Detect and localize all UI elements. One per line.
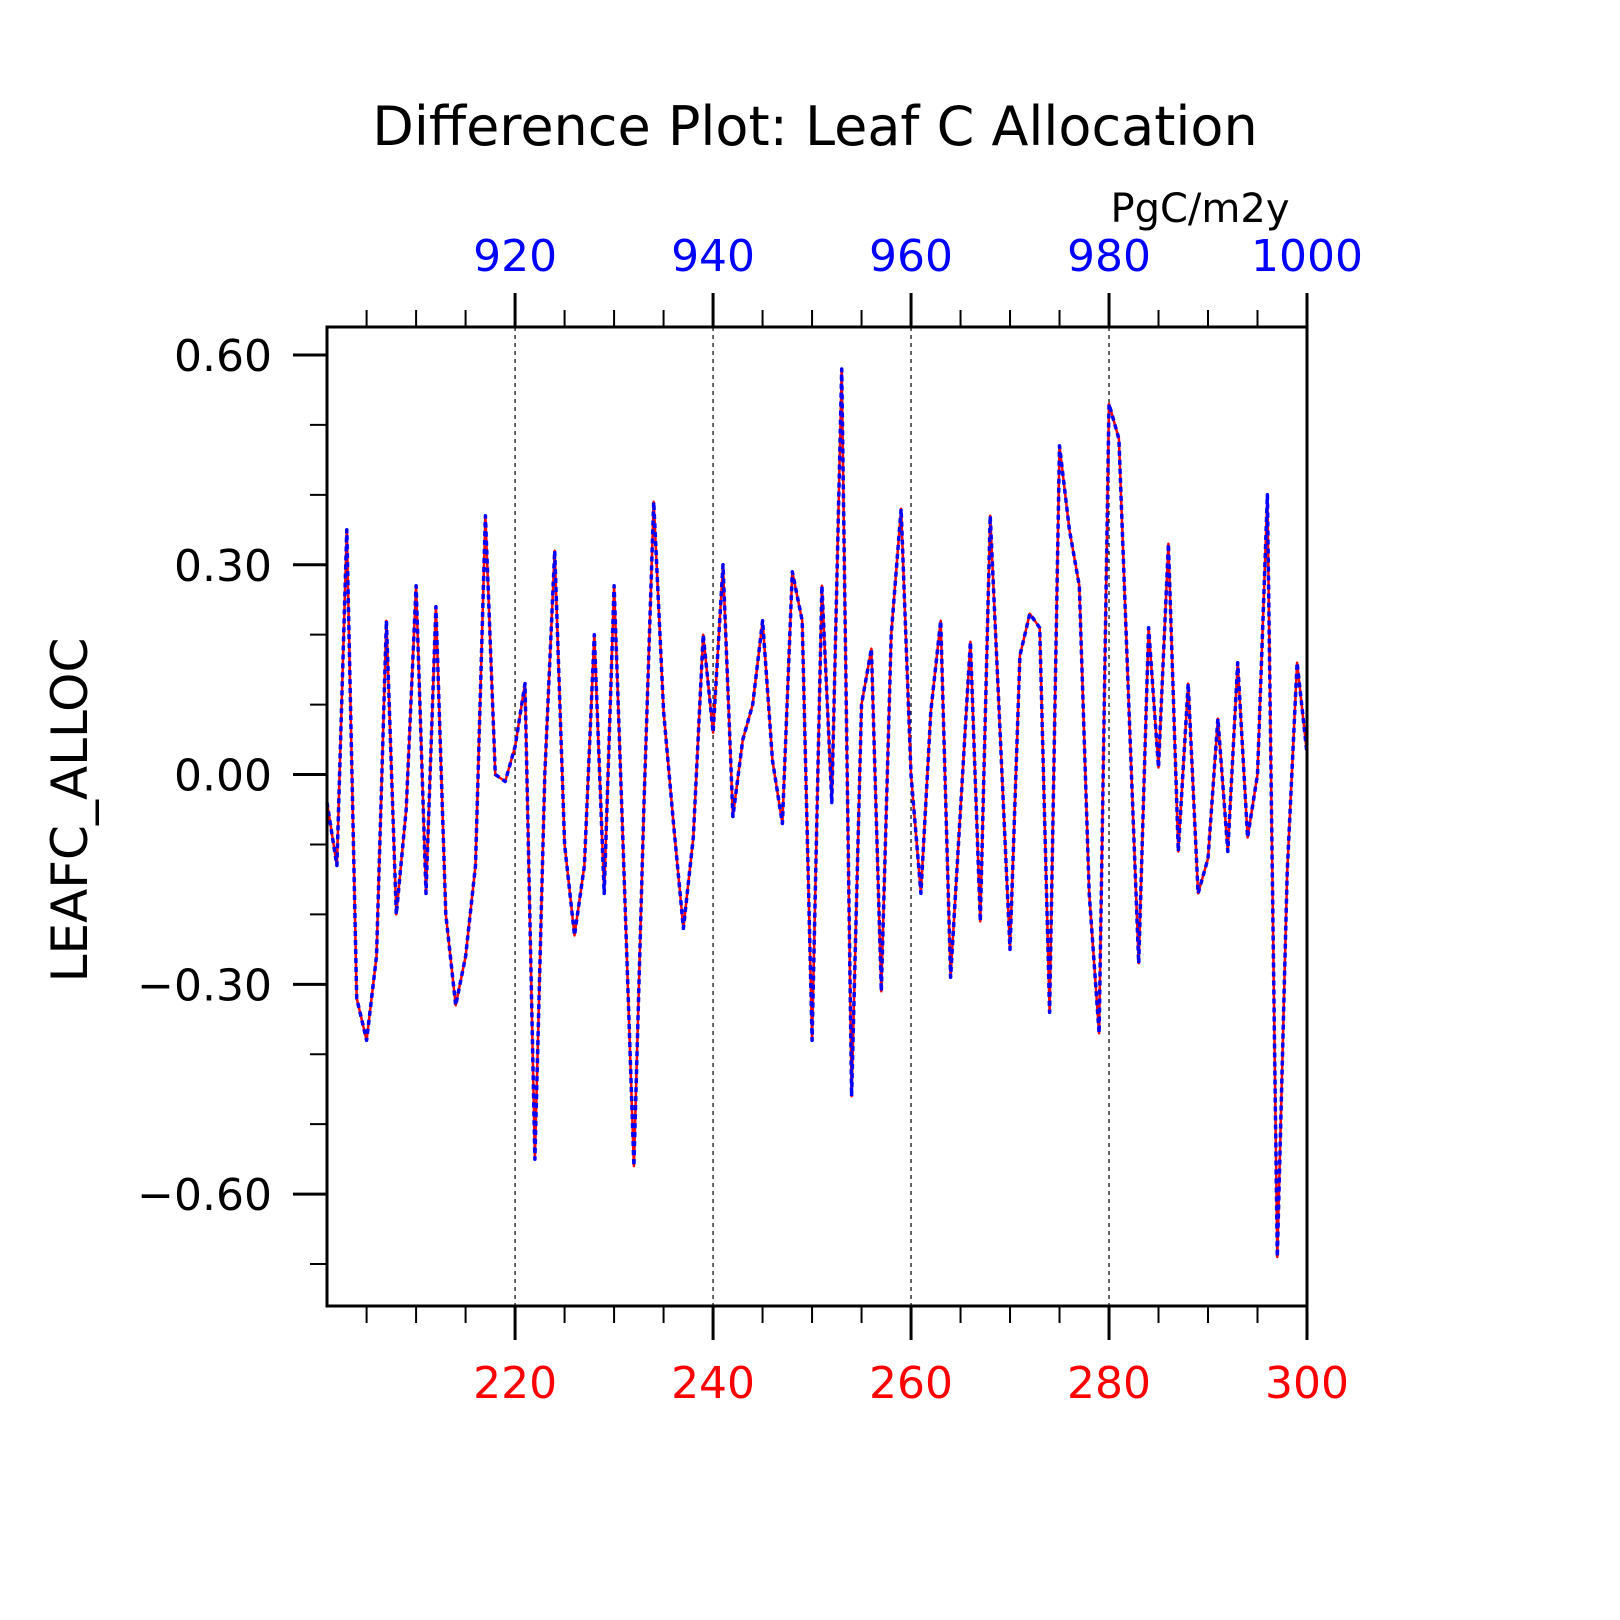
series-lines: [325, 367, 1309, 1259]
y-axis-label: LEAFC_ALLOC: [41, 638, 99, 983]
series-line-1: [325, 367, 1309, 1259]
chart-title: Difference Plot: Leaf C Allocation: [372, 95, 1257, 158]
axis-ticks: [293, 293, 1309, 1340]
x-top-tick-label: 940: [671, 231, 755, 282]
x-bottom-tick-label: 280: [1067, 1358, 1151, 1409]
y-tick-label: 0.30: [174, 541, 272, 592]
x-top-tick-label: 920: [473, 231, 557, 282]
units-label: PgC/m2y: [1110, 186, 1289, 232]
y-tick-label: −0.60: [137, 1170, 272, 1221]
y-tick-label: 0.00: [174, 751, 272, 802]
x-bottom-tick-label: 220: [473, 1358, 557, 1409]
y-tick-label: −0.30: [137, 960, 272, 1011]
x-top-tick-label: 980: [1067, 231, 1151, 282]
x-top-tick-label: 960: [869, 231, 953, 282]
grid-lines: [514, 327, 1110, 1306]
x-bottom-tick-label: 260: [869, 1358, 953, 1409]
tick-labels: 220 240 260 280 300 920 940 960 980 1000 0.60 0.30 0…: [137, 231, 1363, 1409]
x-top-tick-label: 1000: [1251, 231, 1363, 282]
x-bottom-tick-label: 240: [671, 1358, 755, 1409]
y-tick-label: 0.60: [174, 331, 272, 382]
x-bottom-tick-label: 300: [1265, 1358, 1349, 1409]
plot-frame: [325, 325, 1309, 1308]
